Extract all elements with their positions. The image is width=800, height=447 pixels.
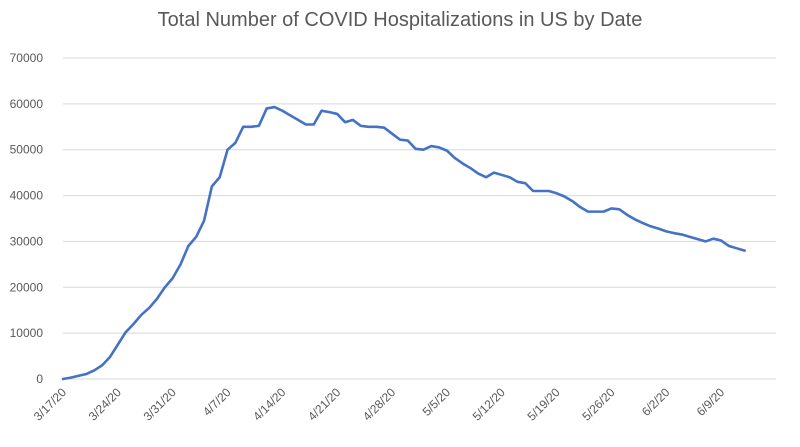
y-tick-label: 10000 bbox=[10, 326, 44, 340]
x-tick-label: 3/24/20 bbox=[86, 385, 124, 423]
y-tick-label: 20000 bbox=[10, 280, 44, 294]
y-axis-ticks: 0 10000 20000 30000 40000 50000 60000 70000 bbox=[10, 51, 44, 386]
x-tick-label: 5/26/20 bbox=[579, 385, 617, 423]
x-tick-label: 5/19/20 bbox=[525, 385, 563, 423]
x-tick-label: 4/28/20 bbox=[360, 385, 398, 423]
x-tick-label: 4/14/20 bbox=[250, 385, 288, 423]
y-tick-label: 40000 bbox=[10, 189, 44, 203]
series-line-hospitalizations bbox=[61, 105, 746, 381]
x-tick-label: 6/9/20 bbox=[694, 385, 728, 419]
x-tick-label: 5/5/20 bbox=[420, 385, 454, 419]
x-tick-label: 4/7/20 bbox=[200, 385, 234, 419]
y-tick-label: 0 bbox=[36, 372, 43, 386]
chart-title: Total Number of COVID Hospitalizations i… bbox=[158, 9, 643, 31]
y-tick-label: 60000 bbox=[10, 97, 44, 111]
x-tick-label: 5/12/20 bbox=[470, 385, 508, 423]
x-tick-label: 6/2/20 bbox=[639, 385, 673, 419]
x-tick-label: 4/21/20 bbox=[305, 385, 343, 423]
y-tick-label: 50000 bbox=[10, 143, 44, 157]
x-tick-label: 3/31/20 bbox=[141, 385, 179, 423]
gridlines bbox=[63, 57, 776, 380]
x-tick-label: 3/17/20 bbox=[31, 385, 69, 423]
y-tick-label: 70000 bbox=[10, 51, 44, 65]
series-layer bbox=[61, 105, 746, 381]
y-tick-label: 30000 bbox=[10, 234, 44, 248]
x-axis-ticks: 3/17/20 3/24/20 3/31/20 4/7/20 4/14/20 4/21/2… bbox=[31, 385, 728, 423]
